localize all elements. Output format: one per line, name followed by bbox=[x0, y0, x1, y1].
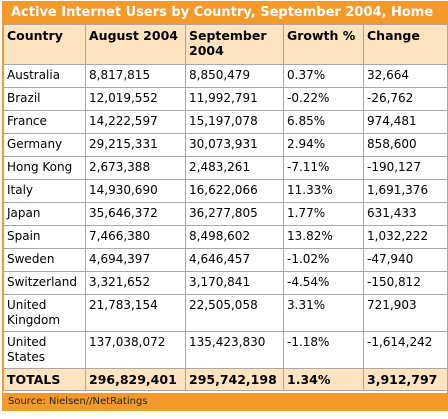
table-cell: -150,812 bbox=[363, 271, 448, 295]
table-cell: 8,850,479 bbox=[185, 64, 284, 88]
table-row: Japan 35,646,372 36,277,805 1.77% 631,433 bbox=[3, 202, 448, 226]
totals-cell: TOTALS bbox=[3, 368, 86, 391]
table-cell: 22,505,058 bbox=[185, 294, 284, 332]
table-cell: 16,622,066 bbox=[185, 179, 284, 203]
table-cell: 974,481 bbox=[363, 110, 448, 134]
totals-cell: 3,912,797 bbox=[363, 368, 448, 391]
table-body: Australia 8,817,815 8,850,479 0.37% 32,664 Br… bbox=[3, 64, 448, 369]
table-row: Spain 7,466,380 8,498,602 13.82% 1,032,222 bbox=[3, 225, 448, 249]
table-cell: 11.33% bbox=[283, 179, 364, 203]
table-cell: -1,614,242 bbox=[363, 331, 448, 369]
table-cell: Germany bbox=[3, 133, 86, 157]
table-cell: 30,073,931 bbox=[185, 133, 284, 157]
table-cell: 21,783,154 bbox=[85, 294, 186, 332]
table-row: Sweden 4,694,397 4,646,457 -1.02% -47,940 bbox=[3, 248, 448, 272]
table-cell: Hong Kong bbox=[3, 156, 86, 180]
table-cell: -1.18% bbox=[283, 331, 364, 369]
table-cell: Sweden bbox=[3, 248, 86, 272]
table-cell: 8,498,602 bbox=[185, 225, 284, 249]
totals-cell: 295,742,198 bbox=[185, 368, 284, 391]
table-cell: 137,038,072 bbox=[85, 331, 186, 369]
table-cell: 721,903 bbox=[363, 294, 448, 332]
totals-row: TOTALS 296,829,401 295,742,198 1.34% 3,912,7… bbox=[3, 368, 448, 391]
table-row: Australia 8,817,815 8,850,479 0.37% 32,664 bbox=[3, 64, 448, 88]
table-cell: -26,762 bbox=[363, 87, 448, 111]
table-cell: United States bbox=[3, 331, 86, 369]
table-cell: 7,466,380 bbox=[85, 225, 186, 249]
table-cell: 29,215,331 bbox=[85, 133, 186, 157]
table-cell: 8,817,815 bbox=[85, 64, 186, 88]
column-header: September 2004 bbox=[185, 24, 284, 65]
table-cell: 35,646,372 bbox=[85, 202, 186, 226]
table-cell: 3.31% bbox=[283, 294, 364, 332]
table-cell: 14,222,597 bbox=[85, 110, 186, 134]
table-row: Germany 29,215,331 30,073,931 2.94% 858,600 bbox=[3, 133, 448, 157]
table-cell: -7.11% bbox=[283, 156, 364, 180]
table-cell: 3,170,841 bbox=[185, 271, 284, 295]
totals-cell: 296,829,401 bbox=[85, 368, 186, 391]
table-cell: Australia bbox=[3, 64, 86, 88]
table-cell: 12,019,552 bbox=[85, 87, 186, 111]
column-header: Change bbox=[363, 24, 448, 65]
table-cell: Japan bbox=[3, 202, 86, 226]
table-row: Italy 14,930,690 16,622,066 11.33% 1,691,376 bbox=[3, 179, 448, 203]
column-header: August 2004 bbox=[85, 24, 186, 65]
table-cell: 0.37% bbox=[283, 64, 364, 88]
table-row: Brazil 12,019,552 11,992,791 -0.22% -26,762 bbox=[3, 87, 448, 111]
table-cell: 1,691,376 bbox=[363, 179, 448, 203]
table-cell: Spain bbox=[3, 225, 86, 249]
table-cell: -190,127 bbox=[363, 156, 448, 180]
table-cell: Italy bbox=[3, 179, 86, 203]
table-cell: 11,992,791 bbox=[185, 87, 284, 111]
table-cell: 858,600 bbox=[363, 133, 448, 157]
table-cell: -0.22% bbox=[283, 87, 364, 111]
table-cell: 135,423,830 bbox=[185, 331, 284, 369]
data-table: Country August 2004 September 2004 Growth %… bbox=[3, 24, 448, 391]
table-cell: Brazil bbox=[3, 87, 86, 111]
column-header: Growth % bbox=[283, 24, 364, 65]
table-row: United Kingdom 21,783,154 22,505,058 3.31% 7… bbox=[3, 294, 448, 332]
header-row: Country August 2004 September 2004 Growth %… bbox=[3, 24, 448, 65]
table-title: Active Internet Users by Country, Septem… bbox=[3, 2, 447, 24]
table-cell: -47,940 bbox=[363, 248, 448, 272]
table-cell: Switzerland bbox=[3, 271, 86, 295]
totals-cell: 1.34% bbox=[283, 368, 364, 391]
table-cell: 14,930,690 bbox=[85, 179, 186, 203]
table-cell: 32,664 bbox=[363, 64, 448, 88]
table-cell: -4.54% bbox=[283, 271, 364, 295]
table-cell: 631,433 bbox=[363, 202, 448, 226]
table-cell: 2.94% bbox=[283, 133, 364, 157]
table-cell: 3,321,652 bbox=[85, 271, 186, 295]
table-panel: Active Internet Users by Country, Septem… bbox=[2, 1, 448, 411]
table-cell: 2,673,388 bbox=[85, 156, 186, 180]
table-row: France 14,222,597 15,197,078 6.85% 974,481 bbox=[3, 110, 448, 134]
table-row: United States 137,038,072 135,423,830 -1.18… bbox=[3, 331, 448, 369]
source-note: Source: Nielsen//NetRatings bbox=[3, 393, 447, 410]
table-row: Hong Kong 2,673,388 2,483,261 -7.11% -190,12… bbox=[3, 156, 448, 180]
table-cell: France bbox=[3, 110, 86, 134]
table-cell: United Kingdom bbox=[3, 294, 86, 332]
table-cell: 4,694,397 bbox=[85, 248, 186, 272]
table-cell: 36,277,805 bbox=[185, 202, 284, 226]
table-cell: 1,032,222 bbox=[363, 225, 448, 249]
table-cell: 15,197,078 bbox=[185, 110, 284, 134]
table-row: Switzerland 3,321,652 3,170,841 -4.54% -150,… bbox=[3, 271, 448, 295]
table-cell: 1.77% bbox=[283, 202, 364, 226]
table-cell: -1.02% bbox=[283, 248, 364, 272]
column-header: Country bbox=[3, 24, 86, 65]
table-cell: 6.85% bbox=[283, 110, 364, 134]
table-cell: 13.82% bbox=[283, 225, 364, 249]
table-cell: 2,483,261 bbox=[185, 156, 284, 180]
table-cell: 4,646,457 bbox=[185, 248, 284, 272]
